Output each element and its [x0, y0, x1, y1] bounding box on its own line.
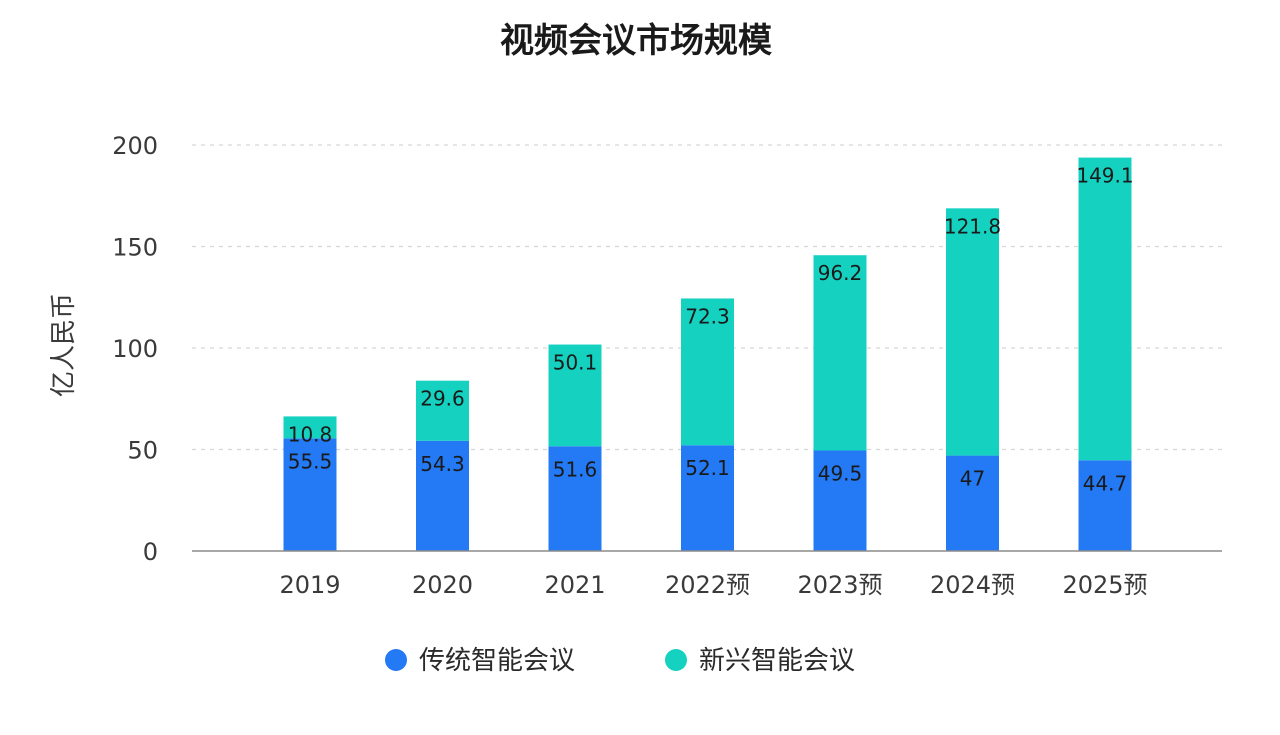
y-tick-label: 100 [112, 335, 158, 363]
x-tick-label: 2022预 [665, 571, 750, 599]
bar-traditional [416, 440, 469, 551]
data-labels: 55.5 10.8 54.3 29.6 51.6 50.1 52.1 72.3 49.5 96.2… [288, 164, 1134, 496]
x-tick-label: 2025预 [1062, 571, 1147, 599]
bar-traditional [283, 438, 337, 551]
data-label-traditional: 44.7 [1083, 471, 1128, 495]
data-label-traditional: 47 [960, 467, 985, 491]
y-tick-label: 200 [112, 132, 158, 160]
legend-label: 传统智能会议 [419, 646, 575, 676]
data-label-traditional: 52.1 [685, 456, 730, 480]
y-tick-label: 50 [127, 437, 158, 465]
bar-traditional [813, 450, 867, 551]
y-tick-label: 150 [112, 234, 158, 262]
x-tick-label: 2024预 [930, 571, 1015, 599]
data-label-emerging: 50.1 [553, 351, 598, 375]
data-label-traditional: 51.6 [553, 457, 598, 481]
bar-emerging [946, 208, 999, 456]
legend-label: 新兴智能会议 [699, 646, 855, 676]
y-axis-ticks: 0 50 100 150 200 [112, 132, 158, 566]
bar-traditional [681, 445, 734, 551]
data-label-emerging: 121.8 [944, 214, 1001, 238]
y-axis-label: 亿人民币 [49, 293, 79, 397]
bar-emerging [813, 255, 867, 451]
legend-marker [665, 649, 687, 671]
data-label-traditional: 54.3 [420, 452, 465, 476]
bar-emerging [1078, 157, 1132, 461]
data-label-emerging: 72.3 [685, 304, 730, 328]
bars [283, 157, 1132, 551]
data-label-emerging: 29.6 [420, 387, 465, 411]
bar-traditional [548, 446, 602, 551]
bar-emerging [283, 416, 337, 439]
bar-traditional [1078, 460, 1132, 551]
bar-emerging [548, 344, 602, 447]
x-tick-label: 2020 [412, 571, 473, 599]
legend-marker [385, 649, 407, 671]
bar-emerging [681, 298, 734, 446]
y-tick-label: 0 [143, 538, 158, 566]
x-tick-label: 2021 [544, 571, 605, 599]
bar-emerging [416, 380, 469, 441]
data-label-emerging: 10.8 [288, 422, 333, 446]
chart-title: 视频会议市场规模 [500, 21, 772, 61]
x-tick-label: 2023预 [797, 571, 882, 599]
data-label-emerging: 149.1 [1076, 164, 1133, 188]
x-axis-ticks: 2019 2020 2021 2022预 2023预 2024预 2025预 [279, 571, 1147, 599]
legend: 传统智能会议 新兴智能会议 [385, 646, 855, 676]
x-tick-label: 2019 [279, 571, 340, 599]
data-label-traditional: 55.5 [288, 449, 333, 473]
data-label-emerging: 96.2 [818, 261, 863, 285]
bar-traditional [946, 455, 999, 551]
data-label-traditional: 49.5 [818, 462, 863, 486]
